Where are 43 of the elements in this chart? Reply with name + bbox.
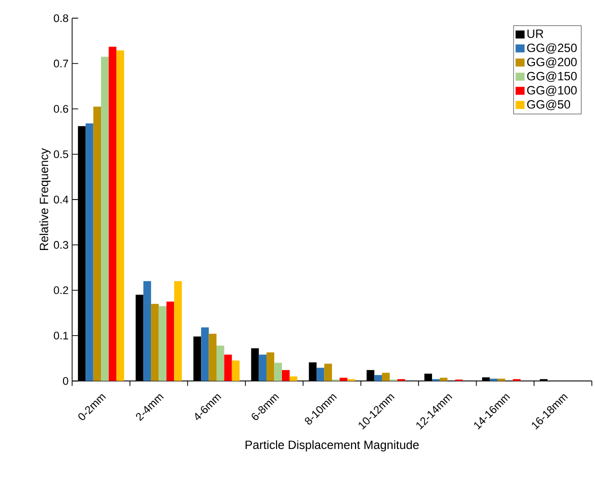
y-tick-label: 0.1	[54, 332, 68, 340]
bar	[86, 123, 94, 381]
legend-label: GG@250	[527, 43, 577, 54]
y-tick-label: 0.4	[54, 196, 68, 204]
bar	[151, 304, 159, 381]
y-tick-label: 0	[62, 377, 68, 385]
y-tick-label: 0.2	[54, 286, 68, 294]
bar	[266, 352, 274, 381]
bar	[232, 360, 240, 381]
bar	[108, 46, 116, 381]
y-tick-label: 0.3	[54, 241, 68, 249]
bar	[216, 346, 224, 381]
bar	[324, 364, 332, 381]
bar	[93, 106, 102, 381]
bar	[224, 354, 232, 381]
y-tick-label: 0.5	[54, 150, 68, 158]
y-tick-label: 0.6	[54, 104, 68, 113]
y-tick-label: 0.8	[54, 14, 68, 22]
bar	[116, 50, 124, 381]
legend-label: UR	[527, 30, 544, 38]
bar	[290, 376, 298, 381]
bar	[274, 362, 282, 381]
bar	[143, 281, 152, 381]
bar	[101, 56, 109, 381]
bar	[382, 372, 390, 381]
bar	[208, 334, 216, 381]
y-tick-label: 0.7	[54, 60, 68, 68]
bar	[440, 378, 448, 381]
legend-label: GG@50	[527, 100, 570, 110]
bar	[282, 370, 290, 381]
bar	[374, 375, 382, 381]
bar	[316, 368, 324, 381]
bar	[201, 327, 209, 381]
y-axis-title: Relative Frequency	[39, 148, 51, 250]
legend-label: GG@150	[527, 72, 577, 82]
bar	[158, 306, 166, 381]
bar	[174, 281, 182, 381]
legend-label: GG@100	[527, 86, 577, 96]
bar	[166, 302, 174, 381]
bar	[340, 378, 348, 381]
legend-label: GG@200	[527, 57, 577, 68]
bar	[258, 354, 267, 381]
x-axis-title: Particle Displacement Magnitude	[246, 440, 419, 452]
